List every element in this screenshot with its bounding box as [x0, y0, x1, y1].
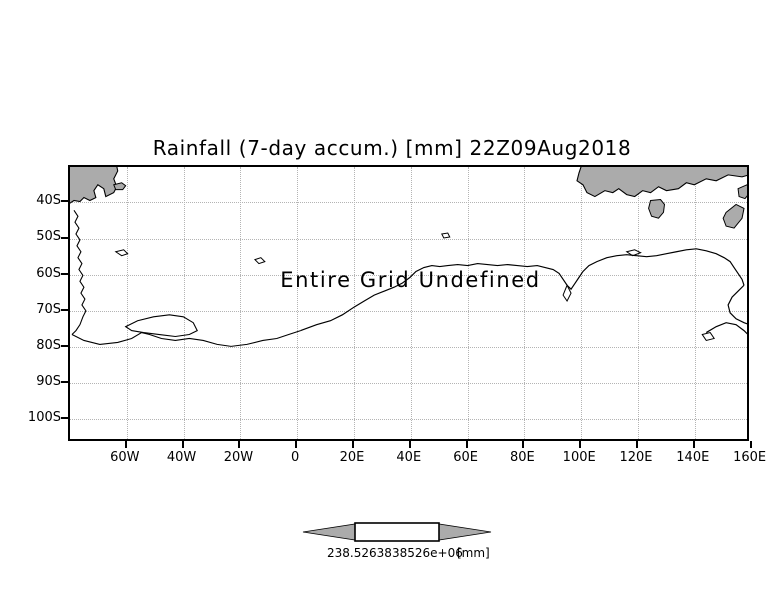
colorbar-extend-right — [438, 523, 492, 541]
x-axis: 60W 40W 20W 0 20E 40E 60E 80E 100E 120E … — [68, 441, 766, 471]
x-axis-tick-label: 140E — [676, 450, 710, 465]
y-axis-tick — [61, 237, 68, 239]
y-axis-tick — [61, 309, 68, 311]
x-axis-tick-label: 20W — [223, 450, 254, 465]
x-axis-tick — [579, 441, 582, 448]
coastline-ice-tongue-west — [124, 314, 198, 338]
land-new-zealand-south — [722, 203, 745, 229]
x-axis-tick — [636, 441, 638, 448]
y-axis-tick-label: 70S — [36, 302, 61, 317]
page-title: Rainfall (7-day accum.) [mm] 22Z09Aug201… — [152, 136, 632, 160]
x-axis-tick — [408, 441, 411, 448]
coastline-antarctic-peninsula — [71, 210, 87, 335]
y-axis-tick-label: 100S — [27, 410, 61, 425]
coastline-ice-shelf-west — [71, 330, 301, 347]
coastline-detail-east-a — [701, 332, 715, 342]
x-axis-tick-label: 40E — [396, 450, 422, 465]
coastline-island-small-c — [441, 232, 451, 239]
colorbar: 238.52638 38526e+06 [mm] — [297, 518, 497, 568]
y-axis-tick — [61, 345, 68, 347]
x-axis-tick-label: 60W — [110, 450, 140, 465]
x-axis-tick — [352, 441, 354, 448]
x-axis-tick — [124, 441, 127, 448]
land-australia — [576, 167, 747, 198]
x-axis-tick — [522, 441, 525, 448]
coastline-detail-bay-a — [562, 284, 572, 303]
land-falkland-islands — [113, 182, 127, 191]
coastline-detail-bay-b — [625, 249, 642, 257]
coastline-island-small-a — [114, 249, 129, 257]
x-axis-tick-label: 0 — [291, 450, 300, 465]
y-axis-tick — [61, 200, 68, 202]
x-axis-tick — [749, 441, 752, 448]
x-axis-tick-label: 40W — [166, 450, 197, 465]
land-south-america — [70, 167, 119, 204]
colorbar-band — [354, 522, 440, 542]
x-axis-tick — [692, 441, 695, 448]
y-axis-tick-label: 50S — [36, 229, 61, 244]
x-axis-tick-label: 160E — [733, 450, 767, 465]
y-axis-tick-label: 80S — [36, 338, 61, 353]
x-axis-tick — [238, 441, 241, 448]
y-axis-tick — [61, 417, 68, 419]
colorbar-tick-label-right: 38526e+06 — [392, 546, 463, 560]
y-axis: 40S 50S 60S 70S 80S 90S 100S — [0, 165, 61, 441]
colorbar-graphic — [302, 522, 492, 542]
x-axis-tick — [181, 441, 184, 448]
coastline-antarctica-main — [300, 248, 745, 332]
coastline-layer — [70, 167, 747, 347]
y-axis-tick-label: 40S — [36, 193, 61, 208]
colorbar-tick-label-left: 238.52638 — [327, 546, 392, 560]
colorbar-extend-left — [302, 523, 356, 541]
y-axis-tick-label: 60S — [36, 266, 61, 281]
x-axis-tick — [465, 441, 468, 448]
y-axis-tick-label: 90S — [36, 374, 61, 389]
x-axis-tick-label: 20E — [339, 450, 365, 465]
y-axis-tick — [61, 381, 68, 383]
coastline-ross-sea-bight — [727, 284, 747, 325]
x-axis-tick — [295, 441, 298, 448]
x-axis-tick-label: 60E — [453, 450, 478, 465]
land-new-zealand-north — [737, 184, 747, 200]
x-axis-tick-label: 100E — [562, 450, 596, 465]
coastline-island-small-b — [253, 257, 266, 265]
y-axis-tick — [61, 273, 68, 275]
map-plot-area: Entire Grid Undefined — [68, 165, 749, 441]
colorbar-units-label: [mm] — [457, 546, 490, 560]
x-axis-tick-label: 80E — [510, 450, 535, 465]
x-axis-tick-label: 120E — [619, 450, 653, 465]
coastline-ross-ice-shelf-east — [705, 322, 747, 335]
land-tasmania — [648, 199, 666, 219]
